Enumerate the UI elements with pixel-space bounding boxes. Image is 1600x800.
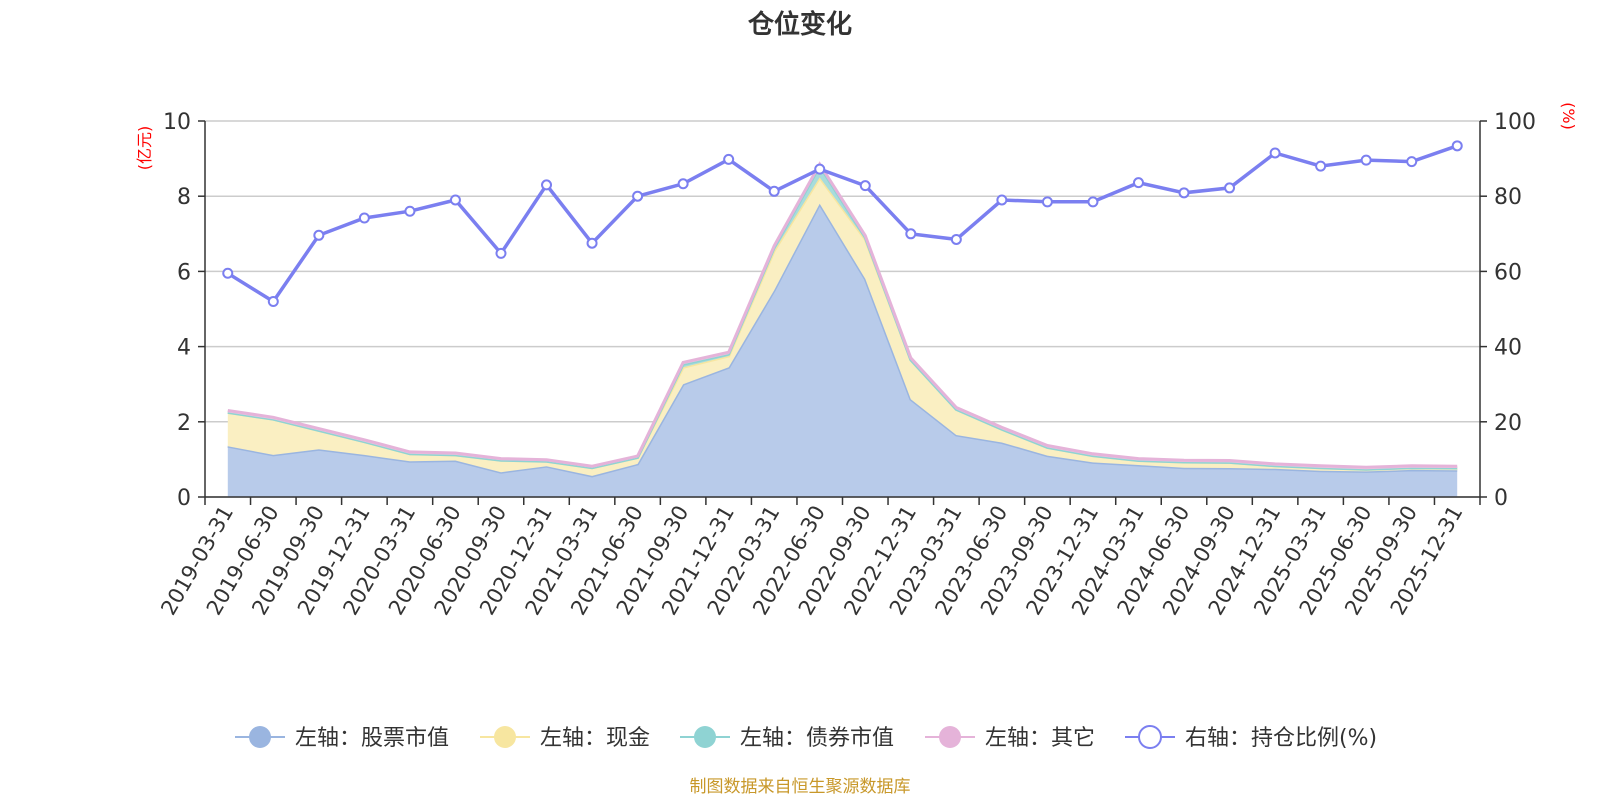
right-axis-unit: (%) xyxy=(1559,102,1578,130)
area-左轴：现金 xyxy=(227,177,1458,476)
ratio-point xyxy=(1132,177,1144,189)
legend-marker-icon xyxy=(939,726,961,748)
ratio-point xyxy=(222,267,234,279)
ratio-point xyxy=(814,163,826,175)
ratio-point xyxy=(495,247,507,259)
legend-marker-icon xyxy=(1138,725,1162,749)
ratio-point xyxy=(950,233,962,245)
left-tick-label: 2 xyxy=(177,411,191,436)
legend-item: 左轴：债券市值 xyxy=(680,726,894,751)
ratio-point xyxy=(313,229,325,241)
legend-label: 左轴：现金 xyxy=(540,726,650,751)
right-tick-label: 20 xyxy=(1494,411,1522,436)
left-tick-label: 4 xyxy=(177,336,191,361)
ratio-point xyxy=(905,228,917,240)
ratio-point xyxy=(267,295,279,307)
ratio-point xyxy=(1451,140,1463,152)
legend-marker-icon xyxy=(694,726,716,748)
ratio-point xyxy=(1360,154,1372,166)
area-左轴：股票市值 xyxy=(227,203,1458,497)
ratio-point xyxy=(723,153,735,165)
ratio-point xyxy=(358,212,370,224)
ratio-point xyxy=(1178,187,1190,199)
ratio-point xyxy=(1041,196,1053,208)
legend: 左轴：股票市值 左轴：现金 左轴：债券市值 左轴：其它 右轴：持仓比例(%) xyxy=(235,725,1377,751)
ratio-point xyxy=(1269,147,1281,159)
legend-label: 左轴：其它 xyxy=(985,726,1095,751)
stacked-areas xyxy=(227,161,1458,497)
left-tick-label: 6 xyxy=(177,260,191,285)
right-tick-label: 40 xyxy=(1494,336,1522,361)
area-edge-左轴：其它 xyxy=(227,161,1458,469)
legend-item: 左轴：股票市值 xyxy=(235,726,449,751)
data-source-note: 制图数据来自恒生聚源数据库 xyxy=(689,777,911,797)
ratio-point xyxy=(996,194,1008,206)
ratio-point xyxy=(632,190,644,202)
left-tick-label: 8 xyxy=(177,185,191,210)
ratio-point xyxy=(768,185,780,197)
legend-label: 左轴：债券市值 xyxy=(740,726,894,751)
right-tick-label: 100 xyxy=(1494,110,1536,135)
left-tick-label: 0 xyxy=(177,486,191,511)
legend-item: 左轴：现金 xyxy=(480,726,650,751)
legend-marker-icon xyxy=(249,726,271,748)
right-tick-label: 80 xyxy=(1494,185,1522,210)
ratio-line xyxy=(226,144,1458,304)
legend-marker-icon xyxy=(494,726,516,748)
ratio-point xyxy=(1087,196,1099,208)
right-tick-label: 0 xyxy=(1494,486,1508,511)
ratio-point xyxy=(1315,160,1327,172)
ratio-point xyxy=(586,237,598,249)
ratio-point xyxy=(1406,156,1418,168)
left-tick-label: 10 xyxy=(163,110,191,135)
legend-label: 左轴：股票市值 xyxy=(295,726,449,751)
legend-label: 右轴：持仓比例(%) xyxy=(1185,726,1377,751)
ratio-point xyxy=(859,180,871,192)
legend-item: 左轴：其它 xyxy=(925,726,1095,751)
ratio-point xyxy=(449,194,461,206)
legend-item: 右轴：持仓比例(%) xyxy=(1125,725,1377,751)
ratio-point xyxy=(677,178,689,190)
ratio-point xyxy=(1224,182,1236,194)
position-ratio-line xyxy=(222,140,1463,307)
left-axis-unit: (亿元) xyxy=(135,126,154,171)
right-tick-label: 60 xyxy=(1494,260,1522,285)
chart-title: 仓位变化 xyxy=(747,9,852,40)
ratio-point xyxy=(541,179,553,191)
ratio-point xyxy=(404,205,416,217)
